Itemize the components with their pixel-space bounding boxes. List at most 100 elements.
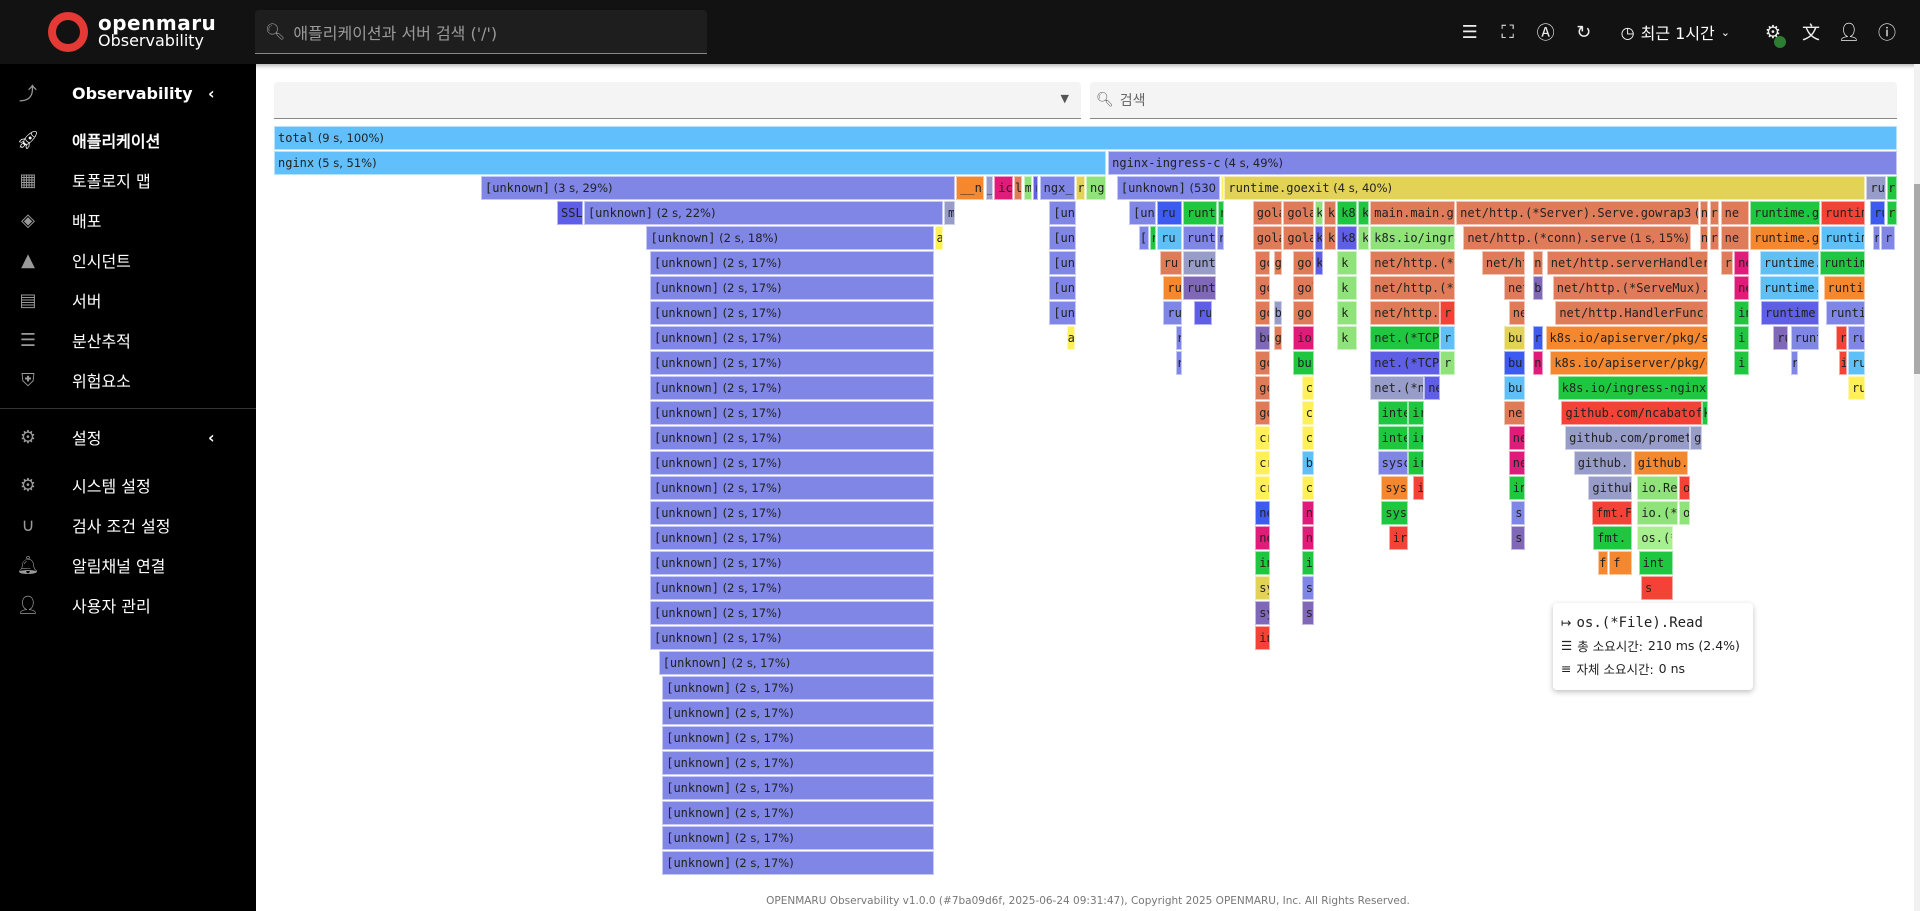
flame-frame[interactable]: [unknown] (2 s, 17%) [649,376,935,400]
flame-frame[interactable]: m [943,201,956,225]
flame-frame[interactable]: [unknown] (2 s, 17%) [662,826,935,850]
flame-frame[interactable]: runtime.goexit (4 s, 40%) [1224,176,1866,200]
flame-frame[interactable]: k [1337,301,1357,325]
flame-frame[interactable]: github. [1573,451,1633,475]
flame-frame[interactable]: [un [1049,226,1077,250]
flame-frame[interactable]: ru [1194,301,1213,325]
flame-frame[interactable]: ru [1848,326,1866,350]
flame-frame[interactable]: gol [1293,251,1314,275]
flame-frame[interactable]: inte [1377,426,1409,450]
flame-frame[interactable]: r [1887,176,1897,200]
sidebar-item-tracing[interactable]: ☰ 분산추적 [0,320,256,360]
flame-frame[interactable]: k [1357,226,1370,250]
flame-frame[interactable]: net/http.(*Server).Serve.gowrap3 (1 [1456,201,1699,225]
flame-frame[interactable]: cr [1255,451,1270,475]
settings-gear-icon[interactable]: ⚙ [1754,22,1792,48]
flame-frame[interactable]: in [1508,476,1525,500]
flame-frame[interactable]: k [1315,251,1323,275]
scrollbar-thumb[interactable] [1914,184,1920,374]
flame-frame[interactable]: net/http.(*ServeMux).ServeHTTP [1552,276,1709,300]
flame-frame[interactable]: ru [1157,226,1182,250]
flame-frame[interactable]: ne [1255,501,1270,525]
flame-frame[interactable]: k [1357,201,1370,225]
flame-frame[interactable]: nginx (5 s, 51%) [274,151,1106,175]
flame-frame[interactable]: ngx_ [1039,176,1076,200]
flamegraph-search-input[interactable]: 🔍︎ 검색 [1090,82,1897,119]
sidebar-item-system-settings[interactable]: ⚙ 시스템 설정 [0,465,256,505]
flame-frame[interactable]: [un [1049,276,1077,300]
sidebar-item-incidents[interactable]: ▲ 인시던트 [0,240,256,280]
flame-frame[interactable]: [unknown] (2 s, 17%) [649,501,935,525]
flame-frame[interactable]: [unknown] (2 s, 17%) [662,676,935,700]
flame-frame[interactable]: [unknown] (2 s, 17%) [662,701,935,725]
flame-frame[interactable]: [unknown] (2 s, 17%) [649,551,935,575]
flame-frame[interactable]: cr [1301,401,1314,425]
flame-frame[interactable]: sy [1301,601,1314,625]
flame-frame[interactable]: k [1315,201,1323,225]
flame-frame[interactable]: k8s [1337,201,1357,225]
flame-frame[interactable]: bu [1293,351,1314,375]
flame-frame[interactable]: go [1293,301,1314,325]
flame-frame[interactable]: [unknown] (2 s, 17%) [649,276,935,300]
flame-frame[interactable]: [unk [1129,201,1156,225]
flame-frame[interactable]: ir [1408,401,1425,425]
flame-frame[interactable]: r [1533,326,1544,350]
flame-frame[interactable]: ir [1408,426,1425,450]
flame-frame[interactable]: os.(*File).Read [1637,526,1673,550]
flame-frame[interactable]: i [1413,476,1425,500]
flame-frame[interactable]: o [1679,501,1691,525]
flame-frame[interactable]: ne [1734,251,1749,275]
flame-frame[interactable]: [unknown] (2 s, 17%) [649,401,935,425]
sidebar-item-deploy[interactable]: ◈ 배포 [0,200,256,240]
flame-frame[interactable]: ru [1866,176,1887,200]
flame-frame[interactable]: runtim [1819,251,1866,275]
flame-frame[interactable]: gola [1252,201,1283,225]
flame-frame[interactable]: r [1835,326,1847,350]
flame-frame[interactable]: r [1790,351,1798,375]
flame-frame[interactable]: go [1255,401,1270,425]
flame-frame[interactable]: [unknown] (2 s, 17%) [649,301,935,325]
flame-frame[interactable]: fmt.F [1592,501,1633,525]
flame-frame[interactable]: net/http.(* [1370,276,1455,300]
flame-frame[interactable]: [un [1049,201,1077,225]
flame-frame[interactable]: sy [1255,601,1270,625]
flame-frame[interactable]: n [1533,251,1544,275]
flame-frame[interactable]: go [1255,276,1270,300]
flame-frame[interactable]: SSL [557,201,583,225]
flame-frame[interactable]: [unknown] (2 s, 17%) [662,801,935,825]
flame-frame[interactable]: github. [1633,451,1688,475]
flame-frame[interactable]: ne [1508,301,1525,325]
user-icon[interactable]: 👤︎ [1837,21,1861,43]
flame-frame[interactable]: [unknown] (2 s, 17%) [662,851,935,875]
flame-frame[interactable]: runt [1790,326,1819,350]
flame-frame[interactable]: gol [1293,276,1314,300]
flame-frame[interactable]: int [1638,551,1673,575]
flame-frame[interactable]: github.com/ncabatoff/process-exporter [1561,401,1703,425]
sidebar-item-risks[interactable]: ⛨ 위험요소 [0,360,256,400]
flame-frame[interactable]: [unknown] (2 s, 17%) [649,326,935,350]
global-search-input[interactable]: 🔍︎ 애플리케이션과 서버 검색 ('/') [255,10,707,54]
flame-frame[interactable]: [unknown] (530 [1116,176,1220,200]
flame-frame[interactable]: n [1533,351,1544,375]
flame-frame[interactable]: [ [1138,226,1149,250]
flame-frame[interactable]: a [1066,326,1076,350]
flame-frame[interactable]: runt [1182,226,1217,250]
flame-frame[interactable]: [un [1049,251,1077,275]
flame-frame[interactable]: [unknown] (2 s, 17%) [662,776,935,800]
flame-frame[interactable]: ng [1086,176,1106,200]
flame-frame[interactable]: sys [1381,476,1409,500]
flame-frame[interactable]: ne [1508,451,1525,475]
flame-frame[interactable]: sy [1255,576,1270,600]
flame-frame[interactable]: r [1440,351,1455,375]
flame-frame[interactable]: k8s.io/ingr [1370,226,1455,250]
flame-frame[interactable]: __n [956,176,985,200]
flame-frame[interactable]: cr [1255,476,1270,500]
flame-frame[interactable]: runtim [1821,226,1866,250]
flame-frame[interactable]: k8s.io/ingress-nginx [1557,376,1709,400]
flame-frame[interactable]: io.ReadAll [1637,476,1678,500]
flame-frame[interactable]: k8 [1323,201,1337,225]
flame-frame[interactable]: i [1734,351,1749,375]
flame-frame[interactable]: go [1255,351,1270,375]
flame-frame[interactable]: ru [1848,376,1866,400]
flame-frame[interactable]: runt [1182,251,1217,275]
